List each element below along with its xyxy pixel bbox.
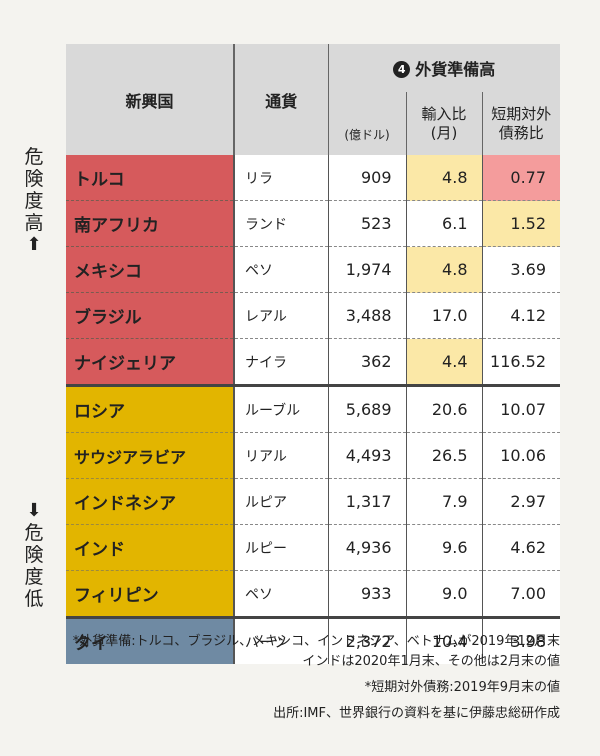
risk-low-char: 危 xyxy=(24,522,44,544)
import-ratio-cell: 4.8 xyxy=(406,155,483,201)
currency-cell: ペソ xyxy=(234,246,329,293)
risk-high-char: 高 xyxy=(24,212,44,234)
reserves-cell: 362 xyxy=(328,338,407,386)
country-cell: ロシア xyxy=(66,384,235,433)
risk-low-char: 低 xyxy=(24,588,44,610)
header-reserves-title: 外貨準備高 xyxy=(415,60,496,79)
import-ratio-cell: 10.4 xyxy=(406,616,483,664)
reserves-table: 新興国 通貨 4 外貨準備高 (億ドル) 輸入比 (月) 短期対外 債務比 トルコ… xyxy=(66,44,561,664)
currency-cell: リアル xyxy=(234,432,329,479)
currency-cell: ルピー xyxy=(234,524,329,571)
country-cell: トルコ xyxy=(66,155,235,201)
table-row: フィリピン ペソ 933 9.0 7.00 xyxy=(66,570,561,618)
footnote-reserves-cont: インドは2020年1月末、その他は2月末の値 xyxy=(302,654,560,669)
country-cell: サウジアラビア xyxy=(66,432,235,479)
header-debt-ratio: 短期対外 債務比 xyxy=(482,92,561,155)
header-unit: (億ドル) xyxy=(328,92,407,155)
footnotes: *外貨準備:トルコ、ブラジル、メキシコ、インドネシア、ベトナムが2019年12月… xyxy=(73,632,560,724)
header-country: 新興国 xyxy=(66,44,235,155)
debt-ratio-cell: 2.97 xyxy=(482,478,561,525)
table-row: メキシコ ペソ 1,974 4.8 3.69 xyxy=(66,246,561,293)
country-cell: 南アフリカ xyxy=(66,200,235,247)
table-row: トルコ リラ 909 4.8 0.77 xyxy=(66,155,561,201)
import-ratio-cell: 7.9 xyxy=(406,478,483,525)
reserves-cell: 3,488 xyxy=(328,292,407,339)
risk-high-char: 度 xyxy=(24,190,44,212)
reserves-cell: 4,493 xyxy=(328,432,407,479)
import-ratio-cell: 9.0 xyxy=(406,570,483,618)
table-row: サウジアラビア リアル 4,493 26.5 10.06 xyxy=(66,432,561,479)
table-row: インドネシア ルピア 1,317 7.9 2.97 xyxy=(66,478,561,525)
currency-cell: バーツ xyxy=(234,616,329,664)
arrow-down-icon: ⬇ xyxy=(26,500,42,521)
reserves-cell: 523 xyxy=(328,200,407,247)
risk-high-char: 険 xyxy=(24,168,44,190)
source-note: 出所:IMF、世界銀行の資料を基に伊藤忠総研作成 xyxy=(273,706,560,721)
footnote-reserves: *外貨準備:トルコ、ブラジル、メキシコ、インドネシア、ベトナムが2019年12月… xyxy=(72,634,560,649)
debt-ratio-cell: 4.12 xyxy=(482,292,561,339)
import-ratio-cell: 4.4 xyxy=(406,338,483,386)
header-import-ratio-line1: 輸入比 xyxy=(421,104,467,123)
reserves-cell: 4,936 xyxy=(328,524,407,571)
debt-ratio-cell: 7.00 xyxy=(482,570,561,618)
import-ratio-cell: 17.0 xyxy=(406,292,483,339)
header-import-ratio: 輸入比 (月) xyxy=(405,92,483,155)
header-debt-ratio-line2: 債務比 xyxy=(498,123,544,142)
debt-ratio-cell: 3.69 xyxy=(482,246,561,293)
currency-cell: ペソ xyxy=(234,570,329,618)
import-ratio-cell: 9.6 xyxy=(406,524,483,571)
risk-low-label: ⬇ 危 険 度 低 xyxy=(8,500,60,610)
country-cell: ナイジェリア xyxy=(66,338,235,386)
number-badge: 4 xyxy=(393,61,411,78)
reserves-cell: 909 xyxy=(328,155,407,201)
table-row: インド ルピー 4,936 9.6 4.62 xyxy=(66,524,561,571)
debt-ratio-cell: 3.98 xyxy=(482,616,561,664)
arrow-up-icon: ⬆ xyxy=(26,234,42,255)
reserves-cell: 1,974 xyxy=(328,246,407,293)
header-reserves-group: 4 外貨準備高 xyxy=(328,44,561,92)
footnote-debt: *短期対外債務:2019年9月末の値 xyxy=(364,680,560,695)
country-cell: フィリピン xyxy=(66,570,235,618)
reserves-cell: 933 xyxy=(328,570,407,618)
risk-high-char: 危 xyxy=(24,146,44,168)
currency-cell: レアル xyxy=(234,292,329,339)
table-row: 南アフリカ ランド 523 6.1 1.52 xyxy=(66,200,561,247)
risk-low-char: 度 xyxy=(24,566,44,588)
currency-cell: リラ xyxy=(234,155,329,201)
header-import-ratio-line2: (月) xyxy=(430,123,458,142)
reserves-cell: 5,689 xyxy=(328,384,407,433)
currency-cell: ランド xyxy=(234,200,329,247)
import-ratio-cell: 20.6 xyxy=(406,384,483,433)
country-cell: ブラジル xyxy=(66,292,235,339)
debt-ratio-cell: 10.06 xyxy=(482,432,561,479)
table-row: ロシア ルーブル 5,689 20.6 10.07 xyxy=(66,384,561,433)
import-ratio-cell: 6.1 xyxy=(406,200,483,247)
currency-cell: ルーブル xyxy=(234,384,329,433)
currency-cell: ナイラ xyxy=(234,338,329,386)
table-row: ナイジェリア ナイラ 362 4.4 116.52 xyxy=(66,338,561,386)
debt-ratio-cell: 1.52 xyxy=(482,200,561,247)
debt-ratio-cell: 4.62 xyxy=(482,524,561,571)
currency-cell: ルピア xyxy=(234,478,329,525)
reserves-cell: 2,372 xyxy=(328,616,407,664)
reserves-cell: 1,317 xyxy=(328,478,407,525)
table-row: ブラジル レアル 3,488 17.0 4.12 xyxy=(66,292,561,339)
table-row: タイ バーツ 2,372 10.4 3.98 xyxy=(66,616,561,664)
country-cell: インドネシア xyxy=(66,478,235,525)
import-ratio-cell: 4.8 xyxy=(406,246,483,293)
risk-low-char: 険 xyxy=(24,544,44,566)
debt-ratio-cell: 0.77 xyxy=(482,155,561,201)
country-cell: メキシコ xyxy=(66,246,235,293)
header-debt-ratio-line1: 短期対外 xyxy=(491,104,552,123)
debt-ratio-cell: 116.52 xyxy=(482,338,561,386)
header-currency: 通貨 xyxy=(234,44,329,155)
risk-high-label: 危 険 度 高 ⬆ xyxy=(8,146,60,256)
import-ratio-cell: 26.5 xyxy=(406,432,483,479)
debt-ratio-cell: 10.07 xyxy=(482,384,561,433)
country-cell: インド xyxy=(66,524,235,571)
country-cell: タイ xyxy=(66,616,235,664)
